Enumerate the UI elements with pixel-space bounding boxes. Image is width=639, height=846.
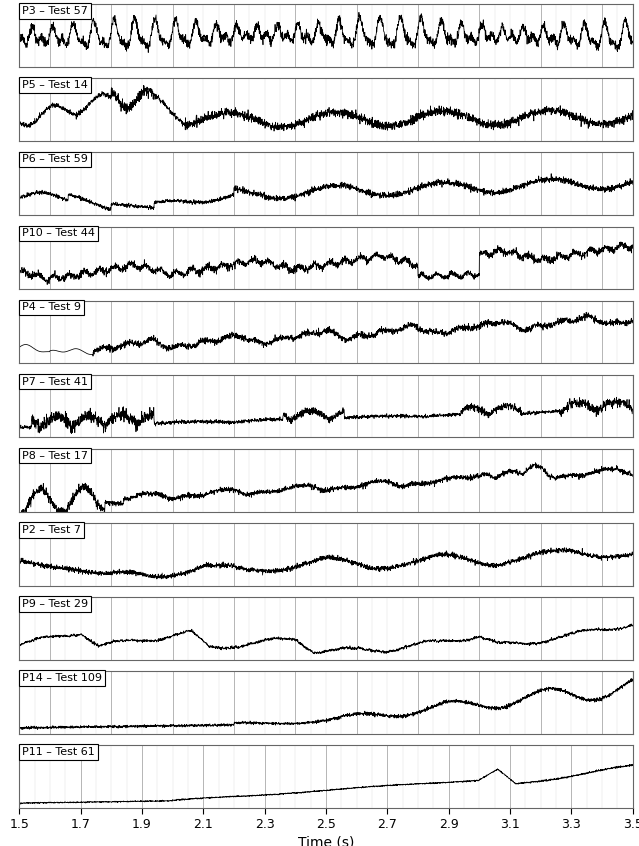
Text: P8 – Test 17: P8 – Test 17 (22, 451, 88, 461)
Text: P2 – Test 7: P2 – Test 7 (22, 525, 81, 535)
Text: P6 – Test 59: P6 – Test 59 (22, 154, 88, 164)
Text: P3 – Test 57: P3 – Test 57 (22, 6, 88, 16)
Text: P14 – Test 109: P14 – Test 109 (22, 673, 102, 683)
Text: P10 – Test 44: P10 – Test 44 (22, 228, 95, 239)
Text: P9 – Test 29: P9 – Test 29 (22, 599, 88, 609)
X-axis label: Time (s): Time (s) (298, 836, 354, 846)
Text: P4 – Test 9: P4 – Test 9 (22, 303, 81, 312)
Text: P7 – Test 41: P7 – Test 41 (22, 376, 88, 387)
Text: P11 – Test 61: P11 – Test 61 (22, 747, 95, 757)
Text: P5 – Test 14: P5 – Test 14 (22, 80, 88, 91)
